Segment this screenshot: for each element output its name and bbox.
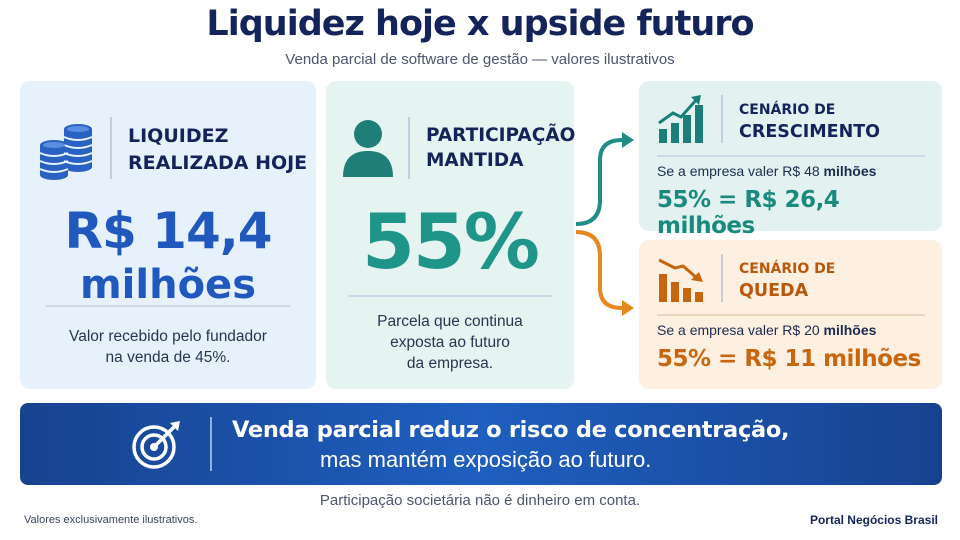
liquidity-amount: R$ 14,4 milhões (64, 202, 272, 308)
person-icon (340, 117, 396, 184)
scenario-growth-heading: CENÁRIO DE CRESCIMENTO (739, 102, 881, 142)
conclusion-banner: Venda parcial reduz o risco de concentra… (20, 403, 942, 485)
page-title: Liquidez hoje x upside futuro (206, 4, 754, 44)
footnote: Participação societária não é dinheiro e… (319, 492, 641, 509)
brand-label: Portal Negócios Brasil (809, 513, 938, 527)
branch-arrows (570, 120, 640, 325)
target-icon (130, 419, 182, 476)
scenario-fall-card: CENÁRIO DE QUEDA Se a empresa valer R$ 2… (639, 240, 942, 389)
page-subtitle: Venda parcial de software de gestão — va… (285, 51, 675, 68)
liquidity-note: Valor recebido pelo fundador na venda de… (69, 328, 267, 366)
divider (721, 254, 723, 302)
divider (657, 314, 925, 316)
divider (408, 117, 410, 179)
liquidity-card: LIQUIDEZ REALIZADA HOJE R$ 14,4 milhões … (20, 81, 316, 389)
disclaimer: Valores exclusivamente ilustrativos. (24, 514, 198, 526)
liquidity-heading: LIQUIDEZ REALIZADA HOJE (128, 125, 308, 174)
scenario-fall-heading: CENÁRIO DE QUEDA (739, 261, 836, 301)
growth-chart-icon (657, 93, 705, 150)
banner-headline: Venda parcial reduz o risco de concentra… (232, 417, 790, 443)
stake-note: Parcela que continua exposta ao futuro d… (377, 313, 523, 372)
stake-percent: 55% (362, 197, 540, 286)
divider (46, 305, 290, 307)
divider (721, 95, 723, 143)
scenario-fall-result: 55% = R$ 11 milhões (657, 346, 921, 372)
banner-subline: mas mantém exposição ao futuro. (320, 447, 652, 472)
stake-card: PARTICIPAÇÃO MANTIDA 55% Parcela que con… (326, 81, 576, 389)
coins-icon (34, 119, 96, 186)
divider (657, 155, 925, 157)
stake-heading: PARTICIPAÇÃO MANTIDA (426, 125, 576, 171)
decline-chart-icon (657, 252, 705, 309)
scenario-fall-condition: Se a empresa valer R$ 20 milhões (657, 322, 877, 338)
divider (348, 295, 552, 297)
scenario-growth-condition: Se a empresa valer R$ 48 milhões (657, 163, 877, 179)
divider (110, 117, 112, 179)
scenario-growth-card: CENÁRIO DE CRESCIMENTO Se a empresa vale… (639, 81, 942, 239)
divider (210, 417, 212, 471)
scenario-growth-result: 55% = R$ 26,4 milhões (657, 187, 840, 239)
